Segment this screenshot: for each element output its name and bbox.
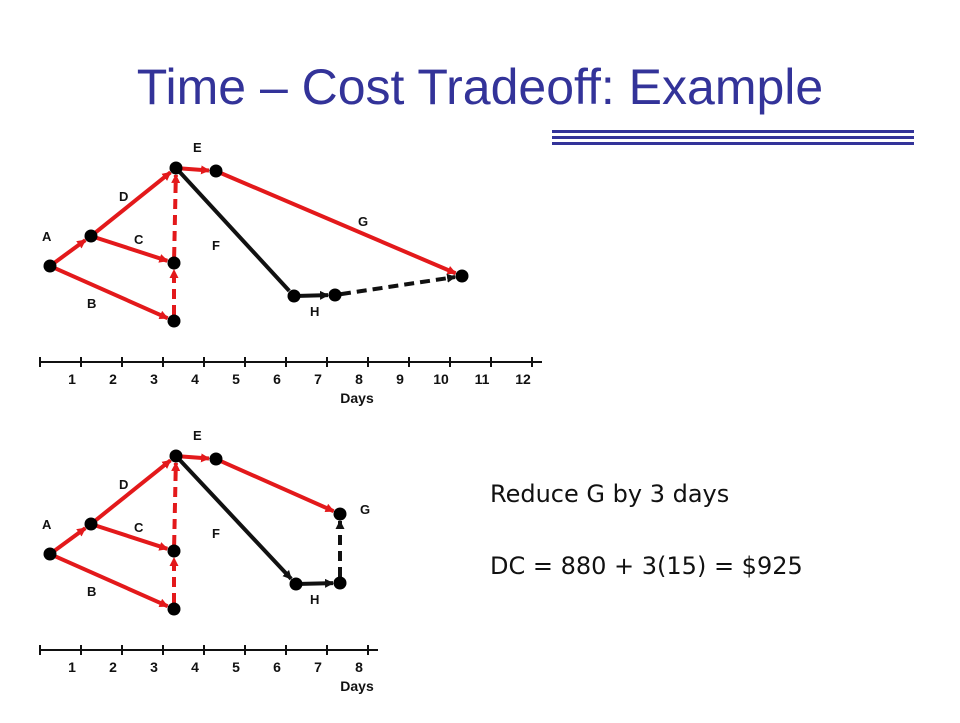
day-tick-label: 12 xyxy=(515,371,531,387)
event-node xyxy=(167,602,181,616)
activity-arrow-h xyxy=(301,578,335,588)
day-tick-label: 9 xyxy=(396,371,404,387)
title-underline xyxy=(552,136,914,139)
day-tick-label: 6 xyxy=(273,659,281,675)
activity-label-b: B xyxy=(87,584,96,599)
day-tick-label: 6 xyxy=(273,371,281,387)
day-tick-label: 3 xyxy=(150,371,158,387)
day-tick-label: 2 xyxy=(109,371,117,387)
activity-label-a: A xyxy=(42,517,52,532)
event-node xyxy=(328,288,342,302)
event-node xyxy=(333,507,347,521)
event-node xyxy=(455,269,469,283)
page-title: Time – Cost Tradeoff: Example xyxy=(136,59,824,115)
day-tick-label: 2 xyxy=(109,659,117,675)
day-tick-label: 8 xyxy=(355,371,363,387)
activity-arrow-d xyxy=(94,170,172,234)
activity-label-f: F xyxy=(212,238,220,253)
activity-arrow-g xyxy=(220,459,335,513)
activity-label-c: C xyxy=(134,520,144,535)
day-tick-label: 10 xyxy=(433,371,449,387)
event-node xyxy=(43,259,57,273)
event-node xyxy=(167,314,181,328)
day-tick-label: 1 xyxy=(68,371,76,387)
event-node xyxy=(209,164,223,178)
activity-label-c: C xyxy=(134,232,144,247)
activity-arrow-h xyxy=(299,290,330,300)
event-node xyxy=(287,289,301,303)
day-tick-label: 7 xyxy=(314,371,322,387)
activity-label-a: A xyxy=(42,229,52,244)
activity-arrow-c xyxy=(96,523,169,551)
event-node xyxy=(333,576,347,590)
network-diagram-bottom: A B C D E F G H 1 2 3 4 5 6 7 8 Days xyxy=(0,428,560,718)
note-reduce-g: Reduce G by 3 days xyxy=(490,480,730,508)
day-tick-label: 3 xyxy=(150,659,158,675)
day-tick-label: 5 xyxy=(232,371,240,387)
event-node xyxy=(167,544,181,558)
activity-label-f: F xyxy=(212,526,220,541)
axis-title-days: Days xyxy=(340,678,374,694)
activity-label-g: G xyxy=(360,502,370,517)
activity-arrow-f xyxy=(178,171,291,293)
event-node xyxy=(209,452,223,466)
event-node xyxy=(84,517,98,531)
axis-title-days: Days xyxy=(340,390,374,406)
activity-arrow-b xyxy=(54,554,169,608)
activity-arrow-c xyxy=(96,235,169,263)
day-tick-label: 8 xyxy=(355,659,363,675)
activity-arrow-e xyxy=(181,165,211,175)
activity-arrow-a xyxy=(53,238,87,265)
network-diagram-top: A B C D E F G H 1 2 3 4 5 6 7 8 9 10 11 12 Days xyxy=(0,140,560,430)
activity-label-h: H xyxy=(310,304,319,319)
day-tick-label: 5 xyxy=(232,659,240,675)
event-node xyxy=(169,161,183,175)
activity-label-h: H xyxy=(310,592,319,607)
event-node xyxy=(167,256,181,270)
activity-arrow-d xyxy=(94,458,172,522)
day-tick-label: 1 xyxy=(68,659,76,675)
dummy-arrow xyxy=(171,173,181,258)
event-node xyxy=(289,577,303,591)
activity-label-e: E xyxy=(193,140,202,155)
day-tick-label: 11 xyxy=(475,371,490,387)
title-underline xyxy=(552,130,914,133)
activity-arrow-e xyxy=(181,453,211,463)
day-tick-label: 7 xyxy=(314,659,322,675)
activity-arrow-f xyxy=(178,459,293,581)
note-cost-calc: DC = 880 + 3(15) = $925 xyxy=(490,552,803,580)
event-node xyxy=(43,547,57,561)
activity-arrow-b xyxy=(54,266,169,320)
activity-label-d: D xyxy=(119,189,128,204)
activity-label-e: E xyxy=(193,428,202,443)
title-underline xyxy=(552,142,914,145)
event-node xyxy=(84,229,98,243)
network-diagram-bottom-svg: A B C D E F G H 1 2 3 4 5 6 7 8 Days xyxy=(39,428,378,694)
event-node xyxy=(169,449,183,463)
dummy-arrow xyxy=(340,273,457,297)
day-tick-label: 4 xyxy=(191,659,199,675)
day-tick-label: 4 xyxy=(191,371,199,387)
activity-arrow-g xyxy=(220,171,457,276)
activity-label-g: G xyxy=(358,214,368,229)
activity-label-d: D xyxy=(119,477,128,492)
activity-arrow-a xyxy=(53,526,87,553)
activity-label-b: B xyxy=(87,296,96,311)
dummy-arrow xyxy=(171,461,181,546)
